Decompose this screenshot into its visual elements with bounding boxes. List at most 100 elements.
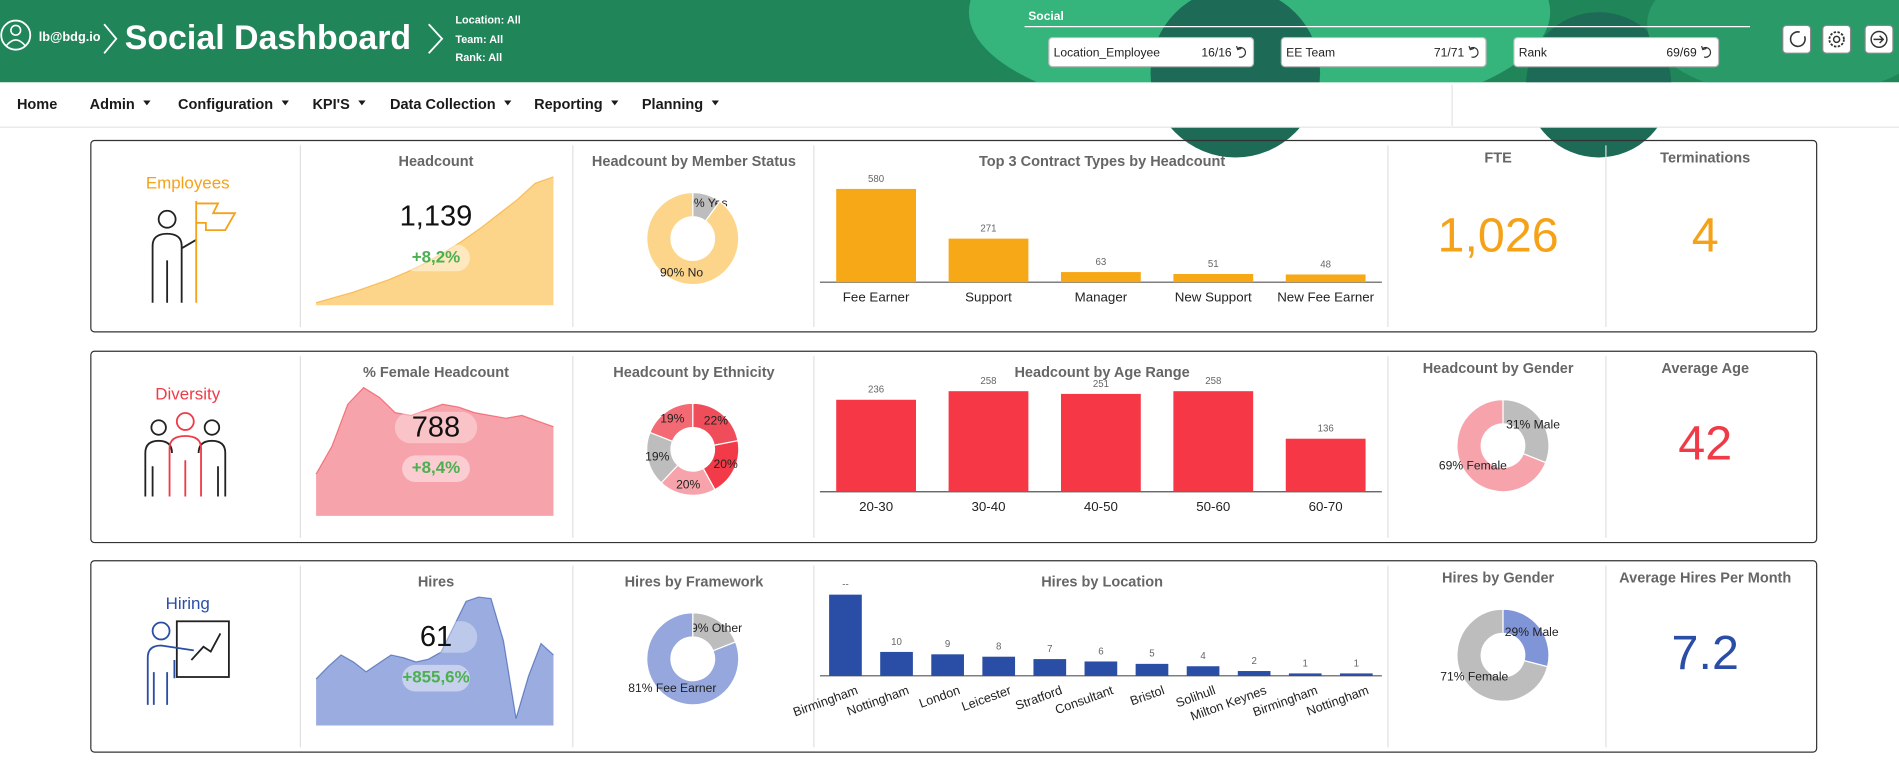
bar-value-label: 5 [1149,649,1154,660]
slicer-count: 16/16 [1201,45,1232,59]
donut-label: 22% [704,414,728,428]
bar [1060,393,1141,492]
section-box [90,139,1818,333]
section-label: Diversity [155,384,220,403]
section-box [90,560,1818,753]
bar-category-label: Leicester [959,682,1013,714]
nav-item[interactable]: KPI'S [312,97,350,113]
bar [829,594,862,676]
panel-title: Headcount by Gender [1423,361,1574,377]
bar-value-label: 10 [891,637,902,648]
bar-category-label: New Fee Earner [1277,289,1374,304]
nav-dropdown-arrow [504,100,512,106]
donut-label: 29% Male [1505,625,1559,639]
donut-label: 20% [713,457,737,471]
kpi-value: 61 [420,621,452,653]
filter-label: Rank: All [455,52,502,64]
value-pill [394,411,478,444]
nav-item[interactable]: Home [17,97,57,113]
change-value: +855,6% [402,668,469,687]
refresh-button[interactable] [1782,24,1812,54]
panel-title: Average Age [1661,361,1749,377]
donut-slice [649,402,694,443]
icon-part [146,644,194,705]
bar [1033,659,1067,676]
donut-label: 69% Female [1439,458,1507,472]
hiring-icon [146,620,230,705]
bar-value-label: 236 [868,385,884,396]
trend-area [316,176,554,306]
donut-label: 71% Female [1440,670,1508,684]
header: lb@bdg.io Social Dashboard Location: All… [0,0,1899,158]
nav-item[interactable]: Configuration [178,97,273,113]
donut-label: 81% Fee Earner [628,681,716,695]
donut-label: 90% No [660,265,703,279]
filter-label: Team: All [455,34,503,46]
diversity-icon [144,412,227,497]
bar-category-label: Consultant [1053,682,1116,717]
bar [948,238,1029,283]
donut-slice [1456,399,1547,493]
donut-slice [1502,399,1550,464]
nav-bar [0,82,1899,128]
user-icon[interactable] [0,19,32,51]
nav-item[interactable]: Planning [642,97,703,113]
chevron [428,23,444,54]
bar-value-label: 9 [945,639,950,650]
icon-part [144,439,227,497]
settings-button[interactable] [1822,24,1852,54]
bar-category-label: New Support [1175,289,1252,304]
bar-value-label: 7 [1047,644,1052,655]
bar-value-label: 258 [1205,376,1221,387]
kpi-value: 788 [412,411,460,443]
change-pill [402,664,470,692]
bar-category-label: 30-40 [971,499,1005,514]
slicer[interactable] [1048,36,1255,68]
slicer-count: 69/69 [1666,45,1697,59]
bar-category-label: Bristol [1128,682,1166,708]
slicer-count: 71/71 [1434,45,1465,59]
bar [1060,272,1141,283]
donut-label: 31% Male [1506,417,1560,431]
bar [1084,661,1118,676]
bar-value-label: 51 [1208,259,1219,270]
section-box [90,350,1818,544]
panel-title: Headcount by Ethnicity [613,365,774,381]
panel-title: Hires by Framework [625,574,765,590]
bar-category-label: 20-30 [859,499,893,514]
panel-title: Terminations [1660,151,1750,167]
nav-item[interactable]: Reporting [534,97,603,113]
panel-title: % Female Headcount [363,365,509,381]
nav-dropdown-arrow [281,100,289,106]
kpi-value: 42 [1678,417,1732,471]
slicer-reset-icon [1235,45,1247,58]
slicer[interactable] [1513,36,1720,68]
bar [1285,274,1366,283]
bar [1288,673,1322,676]
settings-icon [1832,35,1841,44]
bar [836,399,917,492]
bar [948,391,1029,492]
panel-title: Top 3 Contract Types by Headcount [979,154,1225,170]
donut-label: 19% Other [684,621,742,635]
bar [836,188,917,283]
change-pill [402,244,470,272]
nav-item[interactable]: Admin [90,97,135,113]
bar-category-label: Manager [1075,289,1128,304]
user-name: lb@bdg.io [39,29,101,44]
panel-title: Average Hires Per Month [1619,571,1791,587]
icon-part [168,435,202,497]
slicer[interactable] [1280,36,1487,68]
icon-part [175,620,230,678]
panel-title: Headcount by Member Status [592,154,796,170]
settings-icon [1828,31,1845,48]
panel-title: Hires by Location [1041,574,1163,590]
change-value: +8,2% [412,247,461,266]
bar-category-label: 40-50 [1084,499,1118,514]
bar-value-label: 580 [868,174,884,185]
nav-dropdown-arrow [711,100,719,106]
panel-title: Headcount by Age Range [1014,365,1189,381]
nav-item[interactable]: Data Collection [390,97,496,113]
